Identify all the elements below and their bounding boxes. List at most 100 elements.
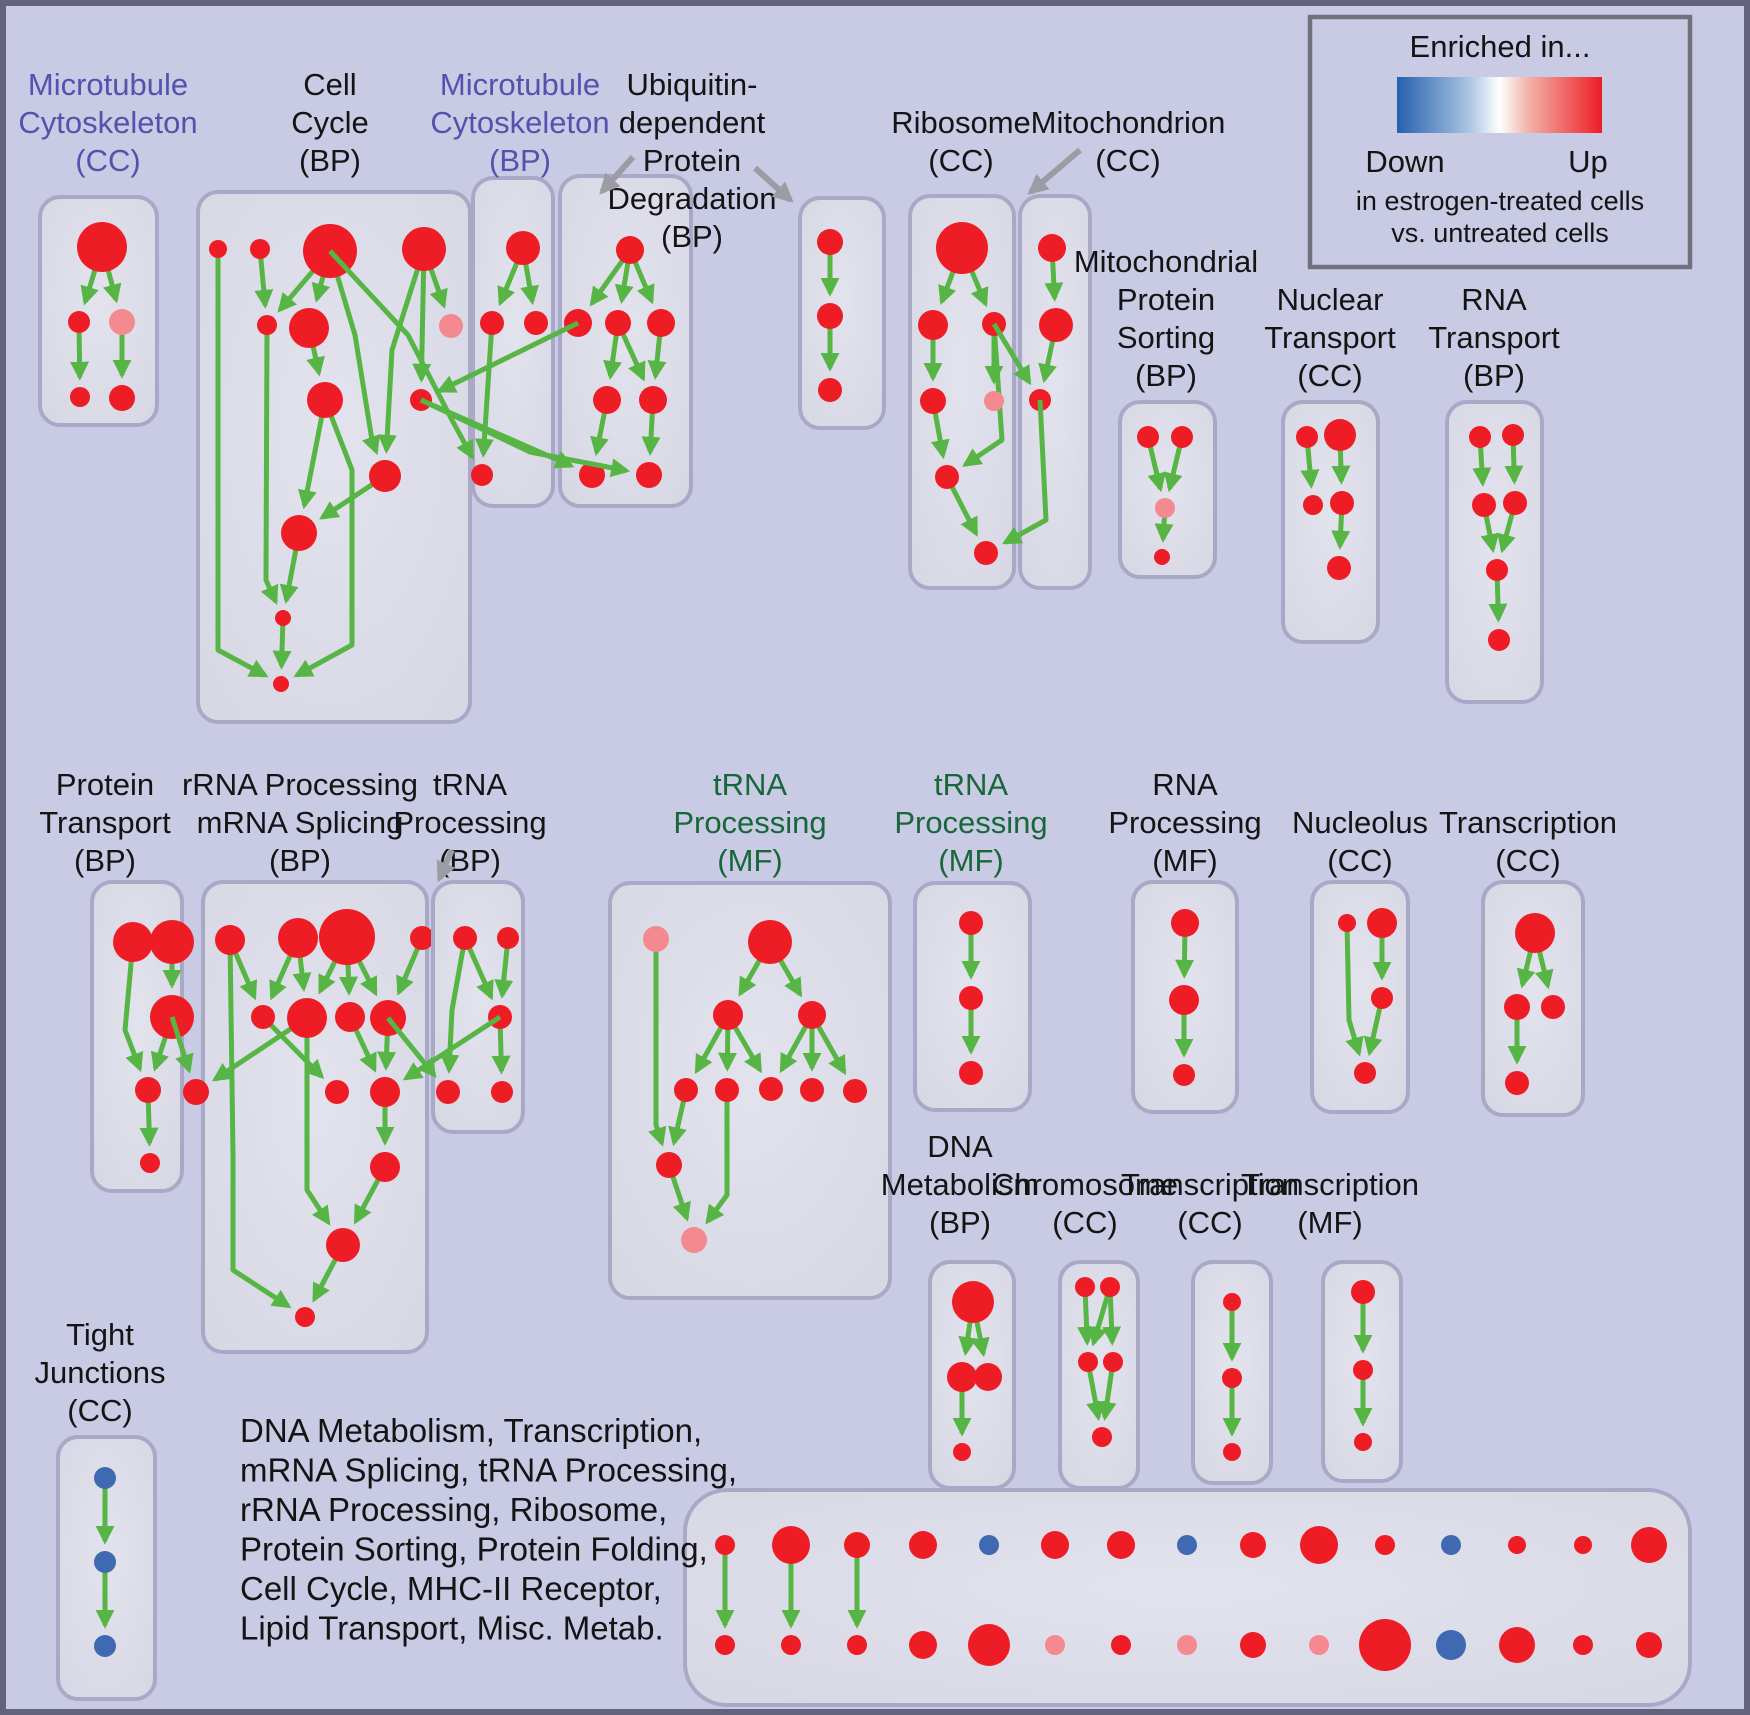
- gene-node[interactable]: [974, 541, 998, 565]
- gene-node[interactable]: [748, 920, 792, 964]
- gene-node[interactable]: [480, 311, 504, 335]
- gene-node[interactable]: [135, 1077, 161, 1103]
- gene-node[interactable]: [295, 1307, 315, 1327]
- gene-node[interactable]: [94, 1551, 116, 1573]
- gene-node[interactable]: [1154, 549, 1170, 565]
- gene-node[interactable]: [113, 922, 153, 962]
- gene-node[interactable]: [713, 1000, 743, 1030]
- gene-node[interactable]: [968, 1624, 1010, 1666]
- gene-node[interactable]: [278, 918, 318, 958]
- gene-node[interactable]: [920, 388, 946, 414]
- gene-node[interactable]: [370, 1152, 400, 1182]
- gene-node[interactable]: [844, 1532, 870, 1558]
- gene-node[interactable]: [410, 926, 434, 950]
- gene-node[interactable]: [491, 1081, 513, 1103]
- gene-node[interactable]: [616, 236, 644, 264]
- gene-node[interactable]: [1354, 1433, 1372, 1451]
- gene-node[interactable]: [959, 911, 983, 935]
- gene-node[interactable]: [1300, 1526, 1338, 1564]
- gene-node[interactable]: [369, 460, 401, 492]
- gene-node[interactable]: [798, 1001, 826, 1029]
- gene-node[interactable]: [1041, 1531, 1069, 1559]
- gene-node[interactable]: [326, 1228, 360, 1262]
- gene-node[interactable]: [307, 382, 343, 418]
- gene-node[interactable]: [257, 315, 277, 335]
- gene-node[interactable]: [1169, 985, 1199, 1015]
- gene-node[interactable]: [497, 927, 519, 949]
- gene-node[interactable]: [1177, 1635, 1197, 1655]
- gene-node[interactable]: [1078, 1352, 1098, 1372]
- gene-node[interactable]: [1541, 995, 1565, 1019]
- gene-node[interactable]: [1505, 1071, 1529, 1095]
- gene-node[interactable]: [370, 1077, 400, 1107]
- gene-node[interactable]: [1092, 1427, 1112, 1447]
- gene-node[interactable]: [1111, 1635, 1131, 1655]
- gene-node[interactable]: [953, 1443, 971, 1461]
- gene-node[interactable]: [636, 462, 662, 488]
- gene-node[interactable]: [1504, 994, 1530, 1020]
- gene-node[interactable]: [1075, 1277, 1095, 1297]
- gene-node[interactable]: [453, 926, 477, 950]
- gene-node[interactable]: [1137, 426, 1159, 448]
- gene-node[interactable]: [959, 986, 983, 1010]
- gene-node[interactable]: [1240, 1532, 1266, 1558]
- gene-node[interactable]: [817, 229, 843, 255]
- gene-node[interactable]: [1353, 1360, 1373, 1380]
- gene-node[interactable]: [251, 1005, 275, 1029]
- gene-node[interactable]: [1240, 1632, 1266, 1658]
- gene-node[interactable]: [1303, 495, 1323, 515]
- gene-node[interactable]: [647, 309, 675, 337]
- gene-node[interactable]: [800, 1078, 824, 1102]
- gene-node[interactable]: [209, 240, 227, 258]
- gene-node[interactable]: [1173, 1064, 1195, 1086]
- gene-node[interactable]: [1573, 1635, 1593, 1655]
- gene-node[interactable]: [952, 1281, 994, 1323]
- gene-node[interactable]: [1296, 426, 1318, 448]
- gene-node[interactable]: [402, 227, 446, 271]
- gene-node[interactable]: [909, 1531, 937, 1559]
- gene-node[interactable]: [319, 909, 375, 965]
- gene-node[interactable]: [70, 387, 90, 407]
- gene-node[interactable]: [183, 1079, 209, 1105]
- gene-node[interactable]: [984, 391, 1004, 411]
- gene-node[interactable]: [1351, 1280, 1375, 1304]
- gene-node[interactable]: [909, 1631, 937, 1659]
- gene-node[interactable]: [639, 386, 667, 414]
- gene-node[interactable]: [936, 222, 988, 274]
- gene-node[interactable]: [579, 462, 605, 488]
- gene-node[interactable]: [1631, 1527, 1667, 1563]
- gene-node[interactable]: [1103, 1352, 1123, 1372]
- gene-node[interactable]: [1171, 426, 1193, 448]
- gene-node[interactable]: [1338, 914, 1356, 932]
- gene-node[interactable]: [681, 1227, 707, 1253]
- gene-node[interactable]: [979, 1535, 999, 1555]
- gene-node[interactable]: [94, 1467, 116, 1489]
- gene-node[interactable]: [1100, 1277, 1120, 1297]
- gene-node[interactable]: [281, 515, 317, 551]
- gene-node[interactable]: [1330, 491, 1354, 515]
- gene-node[interactable]: [436, 1080, 460, 1104]
- gene-node[interactable]: [1223, 1443, 1241, 1461]
- gene-node[interactable]: [77, 222, 127, 272]
- gene-node[interactable]: [1039, 308, 1073, 342]
- gene-node[interactable]: [817, 303, 843, 329]
- gene-node[interactable]: [1324, 419, 1356, 451]
- gene-node[interactable]: [471, 464, 493, 486]
- gene-node[interactable]: [273, 676, 289, 692]
- gene-node[interactable]: [1223, 1293, 1241, 1311]
- gene-node[interactable]: [605, 310, 631, 336]
- gene-node[interactable]: [1503, 491, 1527, 515]
- gene-node[interactable]: [1327, 556, 1351, 580]
- gene-node[interactable]: [109, 309, 135, 335]
- gene-node[interactable]: [1574, 1536, 1592, 1554]
- gene-node[interactable]: [781, 1635, 801, 1655]
- gene-node[interactable]: [150, 920, 194, 964]
- gene-node[interactable]: [140, 1153, 160, 1173]
- gene-node[interactable]: [1354, 1062, 1376, 1084]
- gene-node[interactable]: [715, 1535, 735, 1555]
- gene-node[interactable]: [524, 311, 548, 335]
- gene-node[interactable]: [918, 310, 948, 340]
- gene-node[interactable]: [593, 386, 621, 414]
- gene-node[interactable]: [325, 1080, 349, 1104]
- gene-node[interactable]: [94, 1635, 116, 1657]
